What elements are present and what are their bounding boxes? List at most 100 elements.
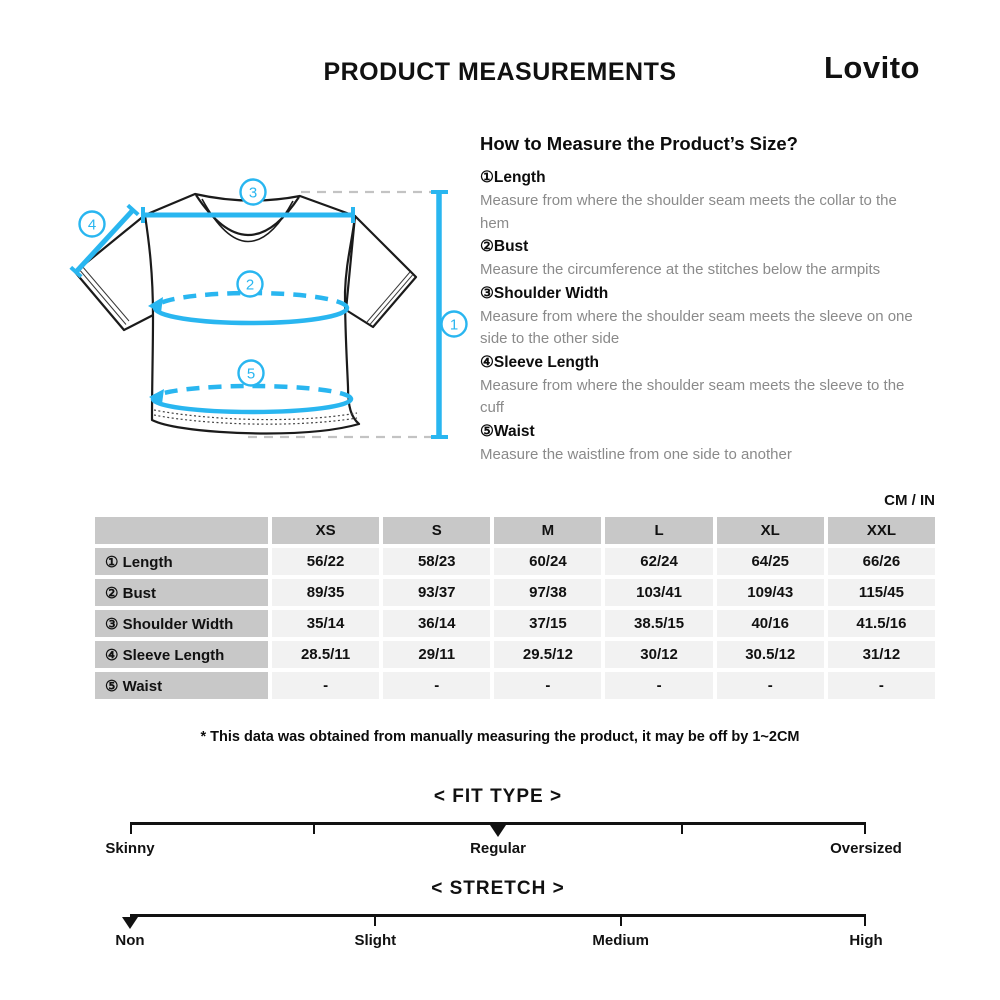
row-label: ① Length (95, 548, 268, 575)
svg-text:5: 5 (247, 365, 255, 382)
table-value: - (827, 672, 935, 699)
table-row-bust: ② Bust 89/35 93/37 97/38 103/41 109/43 1… (95, 579, 935, 606)
callout-waist: 5 (237, 359, 265, 387)
measure-item-shoulder-width: ③Shoulder Width Measure from where the s… (480, 282, 938, 351)
measure-item-desc: Measure the circumference at the stitche… (480, 261, 881, 278)
fit-type-axis (130, 822, 866, 837)
size-table: XS S M L XL XXL ① Length 56/22 58/23 60/… (95, 517, 935, 703)
callout-bust: 2 (236, 270, 264, 298)
row-label: ③ Shoulder Width (95, 610, 268, 637)
axis-tick (681, 825, 683, 834)
fit-type-labels: Skinny Regular Oversized (105, 840, 901, 862)
scale-label: Medium (592, 932, 650, 949)
size-table-header-row: XS S M L XL XXL (95, 517, 935, 544)
stretch-title: < STRETCH > (431, 878, 565, 899)
brand-logo: Lovito (824, 50, 920, 85)
column-header: M (494, 517, 602, 544)
tshirt-measurement-diagram: 1 2 3 4 5 (55, 162, 475, 462)
table-value: 103/41 (605, 579, 713, 606)
axis-tick (313, 825, 315, 834)
stretch-scale: < STRETCH > Non Slight Medium High (115, 878, 882, 954)
measure-item-label: ②Bust (480, 238, 529, 255)
table-value: 29/11 (383, 641, 491, 668)
measure-item-length: ①Length Measure from where the shoulder … (480, 166, 938, 235)
table-value: 28.5/11 (272, 641, 380, 668)
measure-item-desc: Measure from where the shoulder seam mee… (480, 192, 897, 232)
unit-label: CM / IN (884, 492, 935, 509)
svg-text:2: 2 (246, 276, 254, 293)
table-value: 109/43 (716, 579, 824, 606)
svg-text:1: 1 (450, 316, 458, 333)
table-value: 93/37 (383, 579, 491, 606)
column-header: L (605, 517, 713, 544)
length-measure-line (431, 190, 448, 439)
svg-text:3: 3 (249, 184, 257, 201)
table-value: - (716, 672, 824, 699)
fit-type-scale: < FIT TYPE > Skinny Regular Oversized (105, 786, 901, 862)
callout-length: 1 (440, 310, 468, 338)
sleeve-length-measure-line (69, 203, 140, 279)
measure-item-label: ⑤Waist (480, 422, 535, 440)
scale-label: Oversized (830, 840, 902, 857)
tshirt-diagram-svg: 1 2 3 4 5 (69, 178, 468, 439)
measure-item-label: ④Sleeve Length (480, 353, 599, 371)
axis-tick (374, 917, 377, 926)
callout-shoulder: 3 (239, 178, 267, 206)
svg-text:4: 4 (88, 216, 96, 233)
table-value: 41.5/16 (827, 610, 935, 637)
table-value: 29.5/12 (494, 641, 602, 668)
table-value: 89/35 (272, 579, 380, 606)
table-value: 66/26 (827, 548, 935, 575)
axis-tick (619, 917, 622, 926)
stretch-labels: Non Slight Medium High (115, 932, 882, 954)
tshirt-body (143, 192, 361, 435)
page-title: PRODUCT MEASUREMENTS (323, 58, 677, 86)
table-value: - (383, 672, 491, 699)
measure-item-desc: Measure from where the shoulder seam mee… (480, 376, 905, 417)
table-value: - (272, 672, 380, 699)
column-header: S (383, 517, 491, 544)
measure-item-bust: ②Bust Measure the circumference at the s… (480, 235, 938, 282)
row-label: ② Bust (95, 579, 268, 606)
table-value: 31/12 (827, 641, 935, 668)
table-row-length: ① Length 56/22 58/23 60/24 62/24 64/25 6… (95, 548, 935, 575)
size-table-corner-cell (95, 517, 268, 544)
column-header: XS (272, 517, 380, 544)
scale-label: Regular (470, 840, 526, 857)
table-value: 40/16 (716, 610, 824, 637)
table-row-waist: ⑤ Waist - - - - - - (95, 672, 935, 699)
measurement-disclaimer: * This data was obtained from manually m… (200, 729, 800, 745)
scale-label: Non (115, 932, 145, 949)
shoulder-width-measure-line (141, 207, 355, 223)
column-header: XL (716, 517, 824, 544)
table-value: 37/15 (494, 610, 602, 637)
callout-sleeve: 4 (78, 210, 106, 238)
column-header: XXL (827, 517, 935, 544)
table-row-shoulder-width: ③ Shoulder Width 35/14 36/14 37/15 38.5/… (95, 610, 935, 637)
measure-item-label: ①Length (480, 169, 546, 186)
table-value: 35/14 (272, 610, 380, 637)
fit-type-title: < FIT TYPE > (433, 786, 563, 807)
measure-item-desc: Measure the waistline from one side to a… (480, 445, 792, 463)
table-value: 97/38 (494, 579, 602, 606)
table-value: 58/23 (383, 548, 491, 575)
axis-tick (864, 825, 866, 834)
right-sleeve (344, 214, 418, 329)
axis-tick (864, 917, 866, 926)
scale-label: High (849, 932, 883, 949)
collar-outer-curve (195, 194, 300, 236)
table-value: 30/12 (605, 641, 713, 668)
table-value: 56/22 (272, 548, 380, 575)
scale-label: Slight (354, 932, 397, 949)
axis-tick (130, 825, 132, 834)
table-value: 60/24 (494, 548, 602, 575)
waist-measure-ellipse (149, 383, 354, 415)
measure-item-label: ③Shoulder Width (480, 284, 609, 302)
right-cuff-stitches (366, 271, 414, 325)
stretch-marker (122, 917, 138, 929)
table-row-sleeve-length: ④ Sleeve Length 28.5/11 29/11 29.5/12 30… (95, 641, 935, 668)
how-to-measure-section: How to Measure the Product’s Size? ①Leng… (480, 133, 938, 466)
table-value: 36/14 (383, 610, 491, 637)
measure-item-waist: ⑤Waist Measure the waistline from one si… (480, 420, 938, 467)
table-value: 62/24 (605, 548, 713, 575)
